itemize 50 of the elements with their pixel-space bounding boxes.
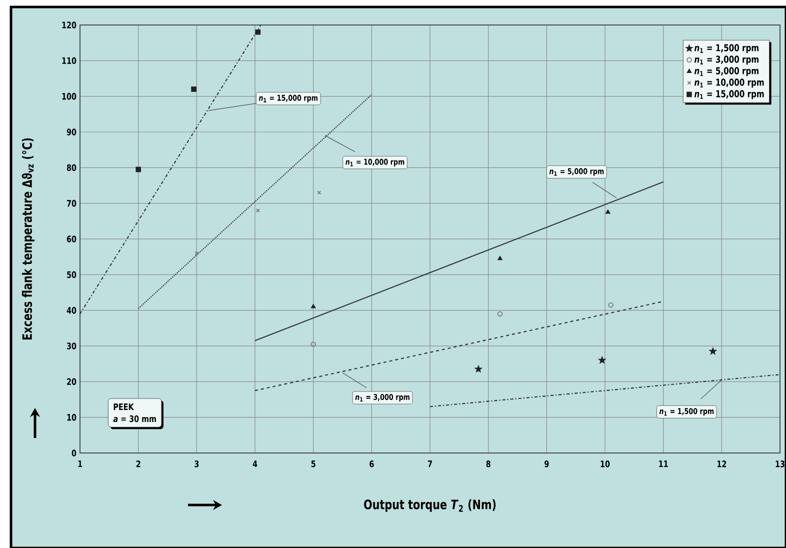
y-tick-label: 20 xyxy=(67,378,76,386)
point xyxy=(191,86,196,92)
legend-label: n$_{1}$ = 3,000 rpm xyxy=(694,56,758,65)
x-tick-label: 11 xyxy=(659,460,668,468)
y-tick-label: 120 xyxy=(62,22,76,28)
y-tick-label: 0 xyxy=(72,450,76,456)
point xyxy=(497,311,503,317)
x-tick-label: 5 xyxy=(311,460,316,468)
x-tick-label: 10 xyxy=(600,460,610,468)
x-tick-label: 13 xyxy=(776,460,784,468)
annotation: PEEK xyxy=(114,403,134,410)
x-tick-label: 1 xyxy=(78,460,82,468)
x-tick-label: 3 xyxy=(194,460,199,468)
y-tick-label: 40 xyxy=(66,306,76,314)
point xyxy=(608,302,614,308)
y-tick-label: 30 xyxy=(66,342,76,350)
legend-label: n$_{1}$ = 10,000 rpm xyxy=(694,78,764,88)
point xyxy=(317,190,322,195)
point xyxy=(256,208,260,212)
legend-label: n$_{1}$ = 5,000 rpm xyxy=(694,67,758,76)
point xyxy=(310,304,316,308)
point xyxy=(709,348,716,354)
x-tick-label: 7 xyxy=(428,460,432,468)
y-tick-label: 110 xyxy=(62,57,76,64)
annotation: a = 30 mm xyxy=(113,415,156,422)
point xyxy=(606,210,610,214)
x-tick-label: 12 xyxy=(717,460,726,468)
x-tick-label: 4 xyxy=(252,460,258,468)
y-tick-label: 70 xyxy=(66,200,76,207)
x-axis-title: Output torque T$_{2}$ (Nm) xyxy=(364,499,496,512)
x-tick-label: 2 xyxy=(136,460,140,468)
point xyxy=(310,342,316,347)
legend-label: n$_{1}$ = 15,000 rpm xyxy=(694,90,764,100)
y-tick-label: 50 xyxy=(67,271,76,278)
point xyxy=(474,366,482,372)
point xyxy=(598,356,606,364)
y-tick-label: 10 xyxy=(67,414,76,421)
x-tick-label: 8 xyxy=(486,460,490,468)
y-tick-label: 80 xyxy=(66,164,76,172)
point xyxy=(136,166,141,172)
y-tick-label: 60 xyxy=(66,236,76,242)
y-tick-label: 100 xyxy=(62,92,76,100)
y-axis-title: Excess flank temperature Δϑ$_{vz}$ (°C) xyxy=(22,138,34,340)
x-tick-label: 9 xyxy=(544,460,549,468)
y-tick-label: 90 xyxy=(66,128,76,136)
point xyxy=(498,256,502,260)
x-tick-label: 6 xyxy=(370,460,374,468)
point xyxy=(194,251,199,256)
point xyxy=(255,29,261,35)
legend-label: n$_{1}$ = 1,500 rpm xyxy=(694,44,758,54)
